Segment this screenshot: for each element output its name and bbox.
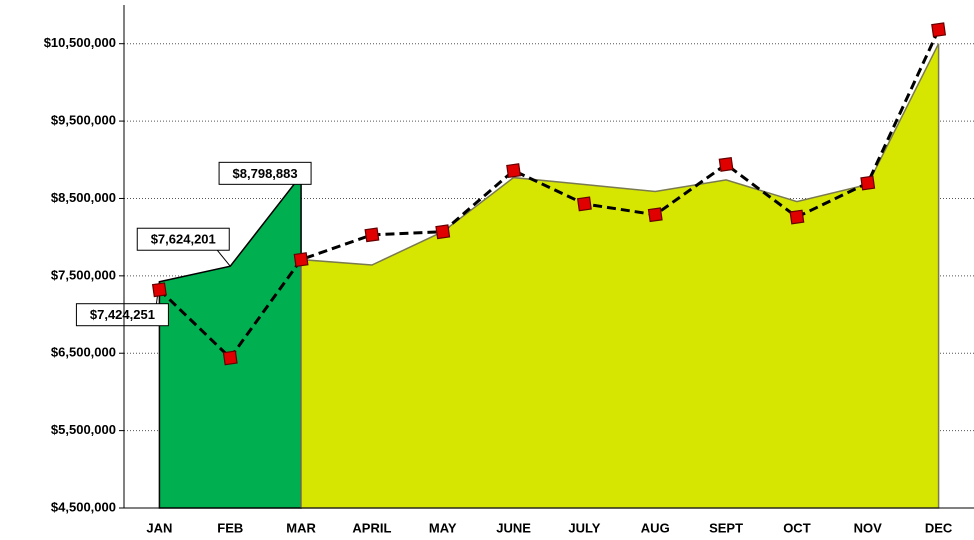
marker bbox=[293, 252, 309, 268]
marker bbox=[931, 22, 947, 38]
x-tick-label: JULY bbox=[568, 520, 600, 535]
marker bbox=[506, 163, 522, 179]
x-tick-label: JAN bbox=[146, 520, 172, 535]
y-tick-label: $10,500,000 bbox=[44, 35, 116, 50]
x-tick-label: APRIL bbox=[352, 520, 391, 535]
line bbox=[158, 29, 940, 361]
data-label: $8,798,883 bbox=[233, 166, 298, 181]
marker bbox=[860, 175, 876, 191]
y-tick-label: $9,500,000 bbox=[51, 113, 116, 128]
data-label-box bbox=[218, 161, 312, 185]
area bbox=[300, 43, 940, 509]
x-tick-label: OCT bbox=[783, 520, 811, 535]
marker bbox=[151, 282, 167, 298]
marker bbox=[789, 209, 805, 225]
data-label: $7,424,251 bbox=[90, 307, 155, 322]
data-label: $7,624,201 bbox=[151, 232, 216, 247]
data-label-box bbox=[136, 227, 230, 251]
data-label-box bbox=[75, 303, 169, 327]
marker bbox=[718, 156, 734, 172]
x-tick-label: AUG bbox=[641, 520, 670, 535]
marker bbox=[435, 224, 451, 240]
y-tick-label: $6,500,000 bbox=[51, 345, 116, 360]
marker bbox=[576, 196, 592, 212]
x-tick-label: DEC bbox=[925, 520, 953, 535]
x-tick-label: JUNE bbox=[496, 520, 531, 535]
marker bbox=[222, 350, 238, 366]
x-tick-label: SEPT bbox=[709, 520, 743, 535]
y-tick-label: $8,500,000 bbox=[51, 190, 116, 205]
marker bbox=[364, 227, 380, 243]
y-tick-label: $7,500,000 bbox=[51, 267, 116, 282]
x-tick-label: NOV bbox=[854, 520, 883, 535]
x-tick-label: MAY bbox=[429, 520, 457, 535]
marker bbox=[647, 207, 663, 223]
y-tick-label: $5,500,000 bbox=[51, 422, 116, 437]
x-tick-label: MAR bbox=[286, 520, 316, 535]
area bbox=[158, 173, 302, 509]
y-tick-label: $4,500,000 bbox=[51, 499, 116, 514]
x-tick-label: FEB bbox=[217, 520, 243, 535]
callout-pointer bbox=[216, 249, 231, 267]
